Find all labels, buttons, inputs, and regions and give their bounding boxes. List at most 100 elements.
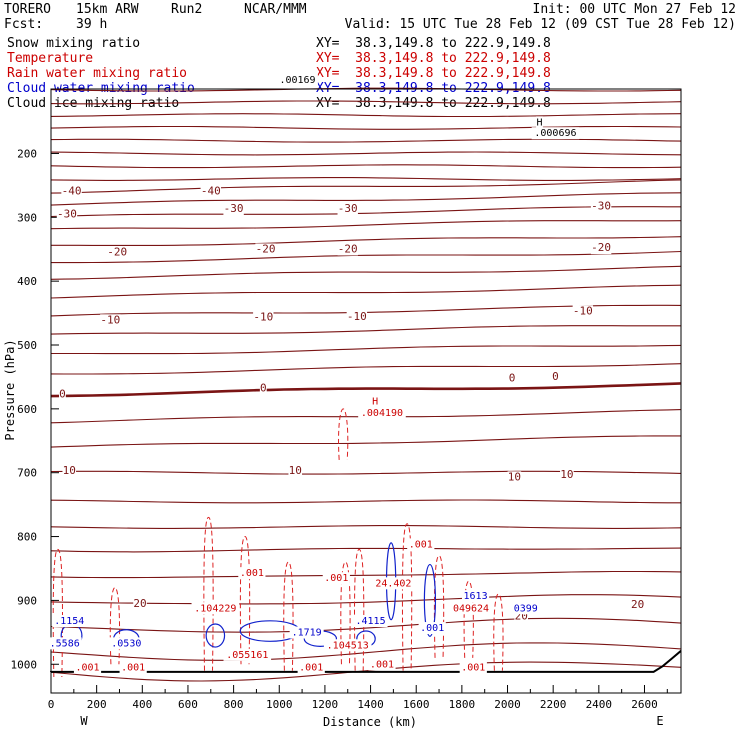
y-tick-label: 700 [17, 467, 37, 480]
contour-label-bg [61, 185, 82, 198]
contour-label: 10 [63, 464, 76, 477]
contour-label-bg [59, 388, 66, 401]
isotherm [51, 236, 682, 246]
isotherm [50, 177, 682, 181]
field-xy-snow: XY= 38.3,149.8 to 222.9,149.8 [316, 36, 551, 51]
contour-label: -20 [107, 246, 127, 259]
contour-label: .001 [75, 663, 99, 674]
contour-label: .001 [324, 573, 348, 584]
x-axis-west-label: W [80, 714, 88, 728]
x-tick-label: 1200 [312, 698, 339, 711]
x-tick-label: 200 [87, 698, 107, 711]
contour-label-bg [368, 658, 396, 671]
contour-label: -10 [100, 313, 120, 326]
contour-label-bg [346, 311, 368, 324]
init-time: Init: 00 UTC Mon 27 Feb 12 [532, 2, 737, 17]
x-tick-label: 1000 [266, 698, 293, 711]
contour-label: -20 [591, 241, 611, 254]
isotherm [50, 661, 682, 682]
isotherm [50, 113, 682, 118]
contour-label-bg [191, 602, 240, 615]
x-tick-label: 2600 [631, 698, 658, 711]
contour-label-bg [288, 464, 303, 477]
contour-label: 20 [631, 598, 644, 611]
contour-label: .001 [240, 568, 264, 579]
isotherm [50, 570, 682, 579]
contour-label: H [372, 396, 378, 407]
x-axis-east-label: E [656, 714, 663, 728]
contour-label: 0 [260, 382, 267, 395]
cloud-water-contour [205, 623, 226, 648]
contour-label: .001 [299, 663, 323, 674]
isotherm [50, 382, 682, 398]
x-tick-label: 0 [48, 698, 55, 711]
contour-label-bg [590, 200, 612, 213]
contour-label: .1719 [292, 628, 322, 639]
contour-label: .104513 [327, 640, 369, 651]
contour-label: 0 [509, 371, 516, 384]
x-tick-label: 600 [178, 698, 198, 711]
y-tick-label: 300 [17, 211, 37, 224]
contour-label: .001 [121, 663, 145, 674]
contour-label-bg [531, 127, 580, 140]
contour-label: .001 [409, 539, 433, 550]
contour-label-bg [337, 243, 358, 256]
rain-contour [283, 561, 294, 671]
rain-contour [354, 548, 365, 671]
contour-label: -40 [62, 184, 82, 197]
x-axis-label: Distance (km) [323, 715, 417, 729]
axes: 0 200 400 600 800 1000 1200 1400 1600 1800 2000 220… [11, 147, 668, 711]
contour-label-bg [536, 116, 543, 129]
rain-contour [109, 587, 121, 665]
y-axis-label: Pressure (hPa) [3, 339, 17, 440]
field-xy-rain: XY= 38.3,149.8 to 222.9,149.8 [316, 66, 551, 81]
contour-label: -30 [57, 207, 77, 220]
contour-label: 0399 [514, 603, 538, 614]
rain-contour [433, 555, 445, 658]
contour-label: .00169 [279, 75, 315, 86]
contour-label: -10 [573, 304, 593, 317]
field-name-temperature: Temperature [7, 51, 94, 66]
isotherm [50, 164, 682, 169]
contour-label: -20 [256, 242, 276, 255]
contour-label-bg [372, 577, 414, 590]
contour-label-bg [255, 243, 276, 256]
contour-label-bg [100, 314, 121, 327]
contour-label-bg [259, 382, 267, 395]
valid-time: Valid: 15 UTC Tue 28 Feb 12 (09 CST Tue … [344, 17, 736, 32]
rain-contour [239, 536, 251, 665]
contour-label-bg [119, 661, 147, 674]
contour-label-bg [590, 242, 612, 255]
contour-label: -10 [347, 310, 367, 323]
contour-label: .001 [461, 663, 485, 674]
contour-label: -20 [338, 242, 358, 255]
y-tick-label: 400 [17, 275, 37, 288]
field-name-rain: Rain water mixing ratio [7, 66, 188, 81]
contour-label-bg [358, 406, 406, 419]
title-resolution: 15km ARW [76, 2, 139, 17]
contour-label-bg [133, 597, 147, 610]
contour-label: .055161 [226, 650, 268, 661]
contour-label-bg [407, 538, 435, 551]
contour-label: .000696 [534, 128, 576, 139]
isotherm [50, 220, 682, 230]
isotherm [50, 547, 682, 553]
contour-label: .104229 [194, 603, 236, 614]
contour-label-bg [277, 74, 318, 87]
contour-label-bg [552, 371, 559, 384]
field-xy-temperature: XY= 38.3,149.8 to 222.9,149.8 [316, 51, 551, 66]
moisture-contours [50, 408, 682, 678]
isotherm [50, 642, 682, 661]
isotherm [51, 250, 682, 264]
contour-label-bg [238, 567, 266, 580]
contour-label: 24.402 [375, 578, 411, 589]
title-model: TORERO [4, 2, 51, 17]
rain-contour [338, 408, 349, 460]
contour-label: -30 [338, 202, 358, 215]
ground-line [50, 650, 682, 673]
title-run: Run2 [171, 2, 203, 17]
contour-label-bg [200, 185, 221, 198]
isotherm [50, 284, 682, 299]
contour-label-bg [371, 395, 379, 408]
y-tick-label: 900 [17, 594, 37, 607]
